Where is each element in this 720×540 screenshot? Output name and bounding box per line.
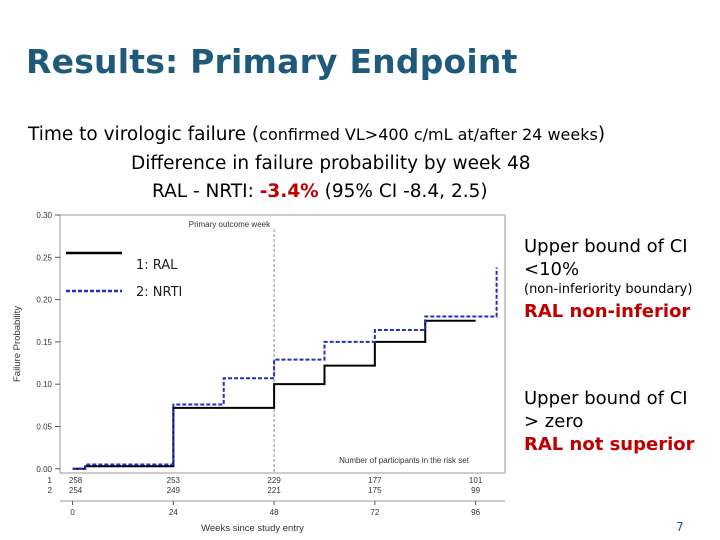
page-number: 7 — [676, 520, 684, 534]
x-tick-label: 48 — [270, 508, 279, 517]
risk-count: 249 — [167, 486, 181, 495]
legend-nrti-label: 2: NRTI — [136, 285, 182, 300]
risk-count: 254 — [69, 486, 83, 495]
risk-row-id: 1 — [48, 476, 53, 485]
legend-ral-label: 1: RAL — [136, 258, 178, 273]
risk-set-title: Number of participants in the risk set — [339, 456, 470, 465]
confidence-interval: (95% CI -8.4, 2.5) — [318, 181, 488, 202]
not-superior-conclusion: RAL not superior — [524, 434, 695, 455]
subtitle-line-1: Time to virologic failure (confirmed VL>… — [28, 124, 605, 145]
y-tick-label: 0.20 — [36, 296, 52, 305]
subtitle-line-2: Difference in failure probability by wee… — [131, 153, 531, 174]
x-tick-label: 0 — [70, 508, 75, 517]
risk-count: 221 — [267, 486, 281, 495]
subtitle-1-start: Time to virologic failure ( — [28, 124, 260, 145]
risk-count: 229 — [267, 476, 281, 485]
x-tick-label: 72 — [370, 508, 379, 517]
y-axis-label: Failure Probability — [12, 306, 23, 382]
y-tick-label: 0.05 — [36, 422, 52, 431]
subtitle-1-definition: confirmed VL>400 c/mL at/after 24 weeks — [259, 125, 598, 144]
non-inferiority-boundary-note: (non-inferiority boundary) — [524, 282, 693, 297]
plot-frame — [59, 214, 506, 474]
nrti-step-line — [72, 267, 498, 470]
risk-row-id: 2 — [48, 486, 53, 495]
risk-count: 177 — [368, 476, 382, 485]
difference-value: -3.4% — [259, 181, 319, 202]
risk-count: 175 — [368, 486, 382, 495]
slide-title: Results: Primary Endpoint — [26, 42, 518, 81]
subtitle-1-end: ) — [597, 124, 606, 145]
non-inferior-conclusion: RAL non-inferior — [524, 301, 691, 322]
subtitle-3-label: RAL - NRTI: — [152, 181, 260, 202]
risk-count: 99 — [471, 486, 480, 495]
x-tick-label: 96 — [471, 508, 480, 517]
ci-boundary-value: <10% — [524, 259, 580, 280]
primary-outcome-week-label: Primary outcome week — [189, 220, 271, 229]
ral-step-line — [72, 319, 476, 470]
risk-count: 258 — [69, 476, 83, 485]
x-tick-label: 24 — [169, 508, 178, 517]
y-tick-label: 0.30 — [36, 211, 52, 220]
y-tick-label: 0.25 — [36, 253, 52, 262]
y-tick-label: 0.00 — [36, 465, 52, 474]
x-axis-label: Weeks since study entry — [201, 523, 304, 534]
ci-zero-note: > zero — [524, 411, 584, 432]
y-tick-label: 0.10 — [36, 380, 52, 389]
ci-upper-bound-label-2: Upper bound of CI — [524, 388, 688, 409]
failure-probability-chart: 0.00 0.05 0.10 0.15 0.20 0.25 0.30 Failure Prob… — [12, 211, 506, 534]
ci-upper-bound-label-1: Upper bound of CI — [524, 236, 688, 257]
y-tick-label: 0.15 — [36, 338, 52, 347]
risk-count: 253 — [167, 476, 181, 485]
risk-count: 101 — [469, 476, 483, 485]
subtitle-line-3: RAL - NRTI: -3.4% (95% CI -8.4, 2.5) — [152, 181, 488, 202]
